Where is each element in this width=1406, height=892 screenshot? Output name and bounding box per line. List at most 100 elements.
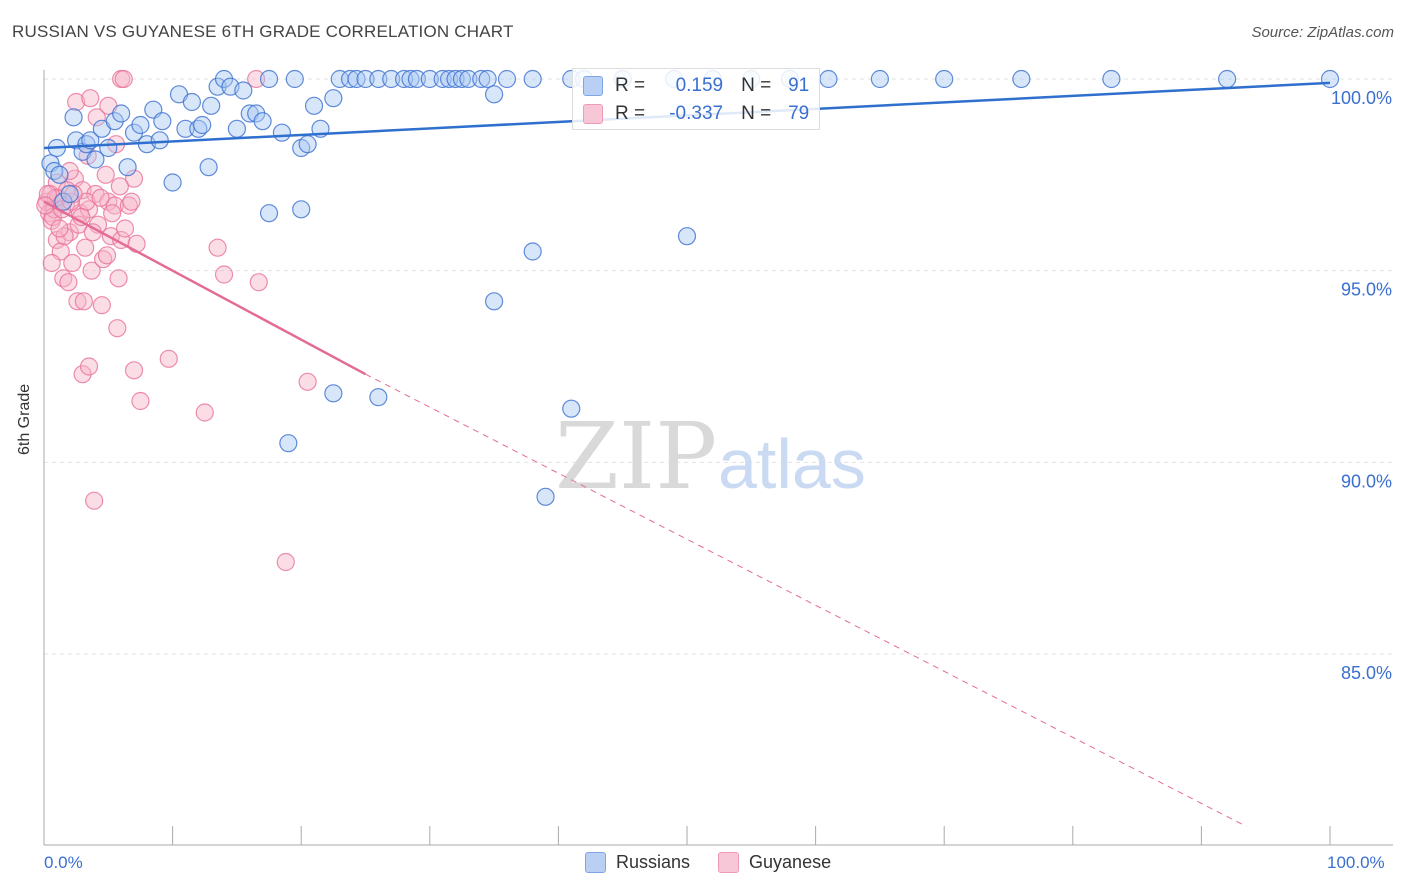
y-tick-label-100: 100.0%	[1331, 88, 1392, 108]
russians-point-86	[536, 487, 555, 506]
guyanese-point-78	[97, 246, 117, 265]
guyanese-point-35	[87, 108, 106, 127]
russians-point-57	[459, 69, 478, 89]
russians-point-35	[259, 69, 279, 89]
russians-point-14	[112, 104, 131, 123]
x-ticks	[43, 826, 1331, 845]
guyanese-point-70	[42, 253, 61, 273]
source-label: Source: ZipAtlas.com	[1251, 24, 1394, 41]
guyanese-point-50	[214, 265, 234, 284]
russians-point-6	[67, 131, 86, 150]
russians-point-84	[562, 399, 581, 418]
russians-point-25	[193, 115, 212, 135]
russians-point-82	[324, 384, 343, 403]
guyanese-point-23	[96, 165, 115, 184]
guyanese-point-47	[159, 349, 178, 368]
russians-point-80	[523, 242, 542, 261]
russians-point-59	[478, 69, 497, 89]
russians-swatch	[585, 852, 606, 873]
guyanese-swatch	[583, 104, 603, 124]
guyanese-point-45	[124, 361, 144, 380]
r-label: R =	[615, 75, 646, 96]
guyanese-point-27	[109, 269, 128, 288]
russians-point-48	[382, 69, 401, 89]
y-tick-labels: 85.0% 90.0% 95.0% 100.0%	[1331, 88, 1392, 683]
russians-point-26	[202, 96, 221, 115]
legend-label-guyanese: Guyanese	[749, 852, 832, 872]
russians-point-5	[60, 184, 79, 204]
guyanese-point-16	[76, 238, 95, 257]
guyanese-point-71	[59, 273, 78, 292]
russians-point-23	[182, 92, 201, 112]
russians-point-61	[497, 69, 517, 89]
r-label: R =	[615, 103, 646, 124]
y-tick-label-95: 95.0%	[1341, 280, 1392, 300]
russians-point-62	[523, 69, 542, 89]
r-value: 0.159	[675, 75, 724, 96]
y-tick-label-85: 85.0%	[1341, 663, 1392, 683]
russians-point-87	[64, 108, 83, 127]
watermark-atlas: atlas	[718, 425, 866, 503]
stats-legend: R = 0.159 N = 91 R = -0.337 N = 79	[572, 68, 820, 130]
russians-point-39	[298, 135, 317, 154]
legend-item-guyanese[interactable]: Guyanese	[718, 852, 831, 873]
x-tick-label-min: 0.0%	[44, 853, 83, 872]
russians-point-31	[234, 81, 253, 100]
chart-title: RUSSIAN VS GUYANESE 6TH GRADE CORRELATIO…	[12, 22, 514, 41]
guyanese-point-49	[208, 238, 227, 257]
russians-point-36	[272, 123, 292, 142]
russians-point-42	[324, 89, 343, 108]
guyanese-point-74	[122, 192, 141, 211]
russians-point-55	[446, 69, 465, 89]
guyanese-trend-extension	[365, 373, 1247, 827]
russians-point-81	[677, 227, 697, 246]
legend-label-russians: Russians	[616, 852, 691, 872]
stats-row-russians: R = 0.159 N = 91	[583, 72, 809, 100]
russians-point-76	[1320, 69, 1340, 89]
watermark: ZIP atlas	[555, 403, 866, 510]
stats-row-guyanese: R = -0.337 N = 79	[583, 100, 809, 128]
watermark-zip: ZIP	[555, 403, 717, 510]
russians-point-12	[99, 138, 118, 158]
russians-point-44	[340, 69, 360, 89]
russians-point-30	[227, 119, 246, 138]
russians-point-79	[485, 292, 504, 311]
russians-point-89	[150, 131, 169, 150]
russians-point-70	[819, 69, 838, 89]
y-axis-label: 6th Grade	[16, 383, 33, 455]
guyanese-point-37	[124, 169, 144, 188]
guyanese-point-44	[108, 319, 127, 338]
russians-point-51	[407, 69, 427, 89]
russians-point-54	[439, 69, 459, 89]
y-tick-label-90: 90.0%	[1341, 471, 1392, 491]
russians-point-16	[131, 115, 150, 135]
guyanese-point-55	[127, 234, 146, 253]
guyanese-point-29	[115, 219, 135, 238]
russians-point-53	[433, 69, 452, 89]
guyanese-point-43	[85, 491, 104, 510]
russians-point-88	[118, 158, 137, 177]
russians-point-58	[472, 69, 491, 89]
n-value: 91	[788, 75, 810, 96]
guyanese-point-46	[131, 391, 150, 411]
russians-swatch	[583, 76, 603, 96]
russians-point-73	[1012, 69, 1031, 89]
guyanese-point-19	[82, 261, 101, 280]
russians-point-75	[1218, 69, 1237, 89]
n-value: 79	[788, 103, 810, 124]
russians-point-90	[199, 158, 218, 177]
russians-point-3	[50, 165, 69, 184]
guyanese-point-34	[114, 69, 133, 89]
guyanese-swatch	[718, 852, 740, 873]
guyanese-point-54	[247, 69, 266, 89]
guyanese-point-31	[81, 89, 100, 108]
guyanese-point-48	[195, 403, 214, 422]
russians-point-85	[279, 434, 298, 453]
legend-item-russians[interactable]: Russians	[585, 852, 690, 873]
russians-point-10	[86, 150, 105, 169]
guyanese-point-42	[79, 357, 99, 376]
guyanese-point-11	[63, 253, 82, 273]
russians-point-34	[253, 112, 272, 131]
r-value: -0.337	[669, 103, 724, 124]
n-label: N =	[741, 75, 772, 96]
